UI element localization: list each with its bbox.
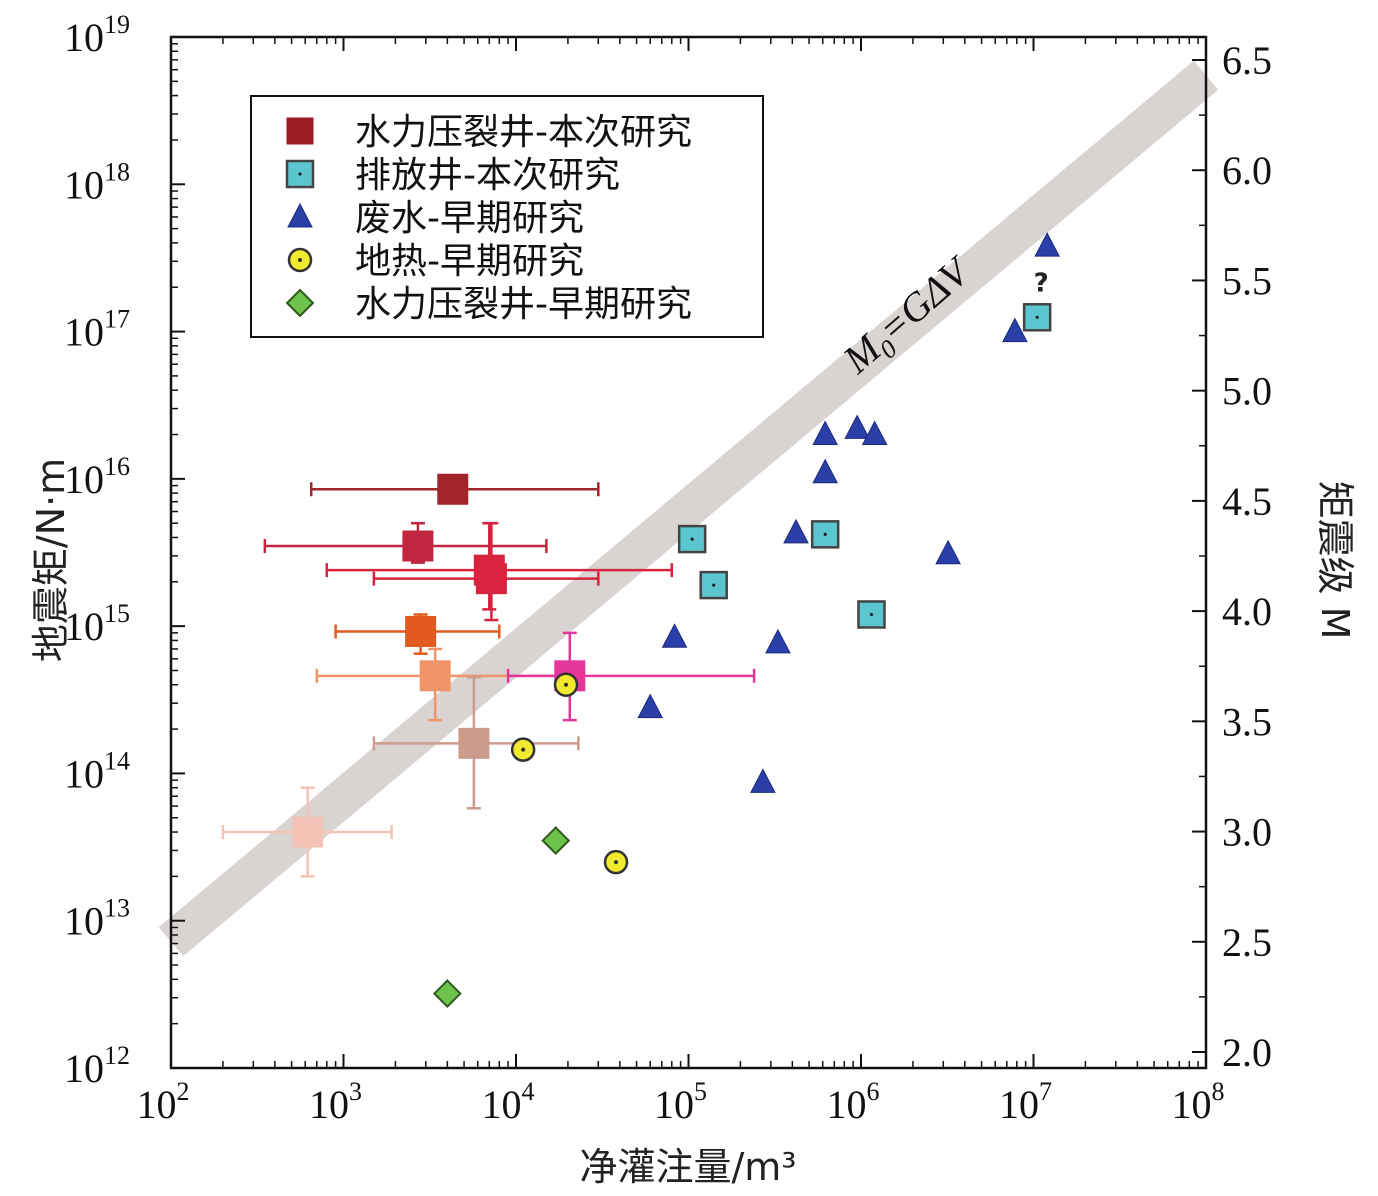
triangle-marker — [861, 420, 888, 446]
triangle-marker — [935, 539, 961, 565]
triangle-marker — [783, 518, 809, 544]
triangle-marker — [844, 414, 870, 439]
tick-layer: 102 103 104 105 106 107 108 1012 1013 1014 1015 101… — [64, 10, 1272, 1127]
diamond-marker — [285, 288, 315, 318]
y2-tick-label: 4.0 — [1222, 589, 1272, 634]
y-tick-label: 1015 — [64, 599, 130, 649]
y2-tick-label: 2.5 — [1222, 920, 1272, 965]
diamond-marker — [432, 979, 462, 1009]
reference-line-label: M0=GΔV — [834, 246, 985, 387]
triangle-marker — [812, 420, 839, 446]
square-marker — [402, 530, 434, 562]
x-tick-label: 104 — [482, 1077, 535, 1127]
circle-dot-center — [298, 258, 302, 262]
point-note: ? — [1034, 268, 1049, 298]
triangle-marker — [1034, 232, 1060, 257]
y-tick-label: 1013 — [64, 894, 130, 944]
legend-box — [250, 95, 764, 338]
square-marker — [437, 473, 469, 505]
legend: 水力压裂井-本次研究排放井-本次研究废水-早期研究地热-早期研究水力压裂井-早期… — [250, 95, 764, 338]
square-dot-marker — [810, 520, 840, 549]
y-tick-label: 1014 — [64, 746, 130, 796]
square-marker — [458, 727, 490, 759]
x-tick-label: 102 — [137, 1077, 190, 1127]
reference-band — [158, 60, 1219, 957]
y-tick-label: 1018 — [64, 157, 130, 207]
square-dot-center — [712, 583, 716, 587]
triangle-marker — [287, 202, 313, 228]
y2-tick-label: 4.5 — [1222, 479, 1272, 524]
legend-label: 水力压裂井-早期研究 — [355, 284, 692, 325]
y-tick-label: 1019 — [64, 10, 130, 60]
legend-label: 排放井-本次研究 — [355, 155, 620, 196]
x-tick-label: 108 — [1172, 1077, 1225, 1127]
circle-dot-center — [521, 747, 526, 752]
triangle-marker — [812, 458, 839, 484]
legend-label: 地热-早期研究 — [355, 241, 584, 282]
x-tick-label: 107 — [999, 1077, 1052, 1127]
legend-label: 废水-早期研究 — [355, 198, 584, 239]
circle-dot-center — [564, 682, 569, 687]
reference-line-layer — [158, 60, 1219, 957]
square-dot-center — [298, 172, 302, 176]
triangle-marker — [661, 623, 688, 648]
y2-tick-label: 3.0 — [1222, 810, 1272, 855]
triangle-marker — [637, 693, 664, 719]
square-marker — [292, 816, 324, 848]
circle-dot-center — [614, 860, 619, 865]
data-point-layer: ? — [292, 232, 1060, 1009]
y-tick-label: 1017 — [64, 305, 130, 355]
y2-tick-label: 6.0 — [1222, 148, 1272, 193]
triangle-marker — [765, 628, 791, 654]
triangle-marker — [750, 768, 776, 793]
y-tick-label: 1012 — [64, 1041, 130, 1091]
legend-label: 水力压裂井-本次研究 — [355, 112, 692, 153]
y2-tick-label: 5.5 — [1222, 258, 1272, 303]
y-axis-title: 地震矩/N·m — [29, 458, 73, 662]
x-tick-label: 106 — [827, 1077, 880, 1127]
triangle-marker — [1002, 317, 1028, 343]
x-axis-title: 净灌注量/m³ — [579, 1145, 796, 1189]
square-dot-center — [823, 532, 827, 536]
y2-axis-title: 矩震级 M — [1313, 481, 1357, 640]
diamond-marker — [541, 826, 571, 855]
y2-tick-label: 5.0 — [1222, 369, 1272, 414]
x-tick-label: 105 — [654, 1077, 707, 1127]
square-dot-marker — [677, 524, 707, 554]
square-dot-center — [869, 612, 874, 617]
y2-tick-label: 3.5 — [1222, 699, 1272, 744]
square-marker — [475, 563, 507, 595]
y-tick-label: 1016 — [64, 452, 130, 502]
square-marker — [419, 660, 451, 692]
y2-tick-label: 2.0 — [1222, 1030, 1272, 1075]
square-dot-center — [690, 537, 694, 541]
square-marker — [405, 615, 437, 647]
square-marker — [286, 117, 314, 145]
x-tick-label: 103 — [309, 1077, 362, 1127]
y2-tick-label: 6.5 — [1222, 38, 1272, 83]
square-dot-center — [1035, 315, 1039, 319]
